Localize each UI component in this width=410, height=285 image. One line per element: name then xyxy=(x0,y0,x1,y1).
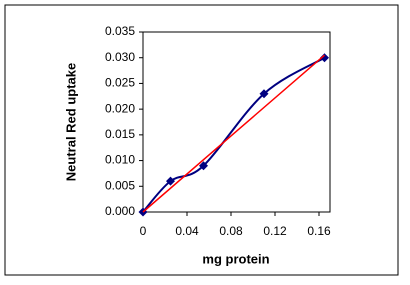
y-axis-title: Neutral Red uptake xyxy=(63,63,78,181)
y-tick-label: 0.035 xyxy=(105,24,135,38)
x-tick-label: 0.12 xyxy=(263,224,287,238)
y-tick-label: 0.000 xyxy=(105,204,135,218)
data-point xyxy=(166,176,175,186)
y-tick-label: 0.030 xyxy=(105,50,135,64)
y-tick-label: 0.015 xyxy=(105,127,135,141)
trendline xyxy=(142,54,325,213)
y-tick-label: 0.005 xyxy=(105,178,135,192)
x-axis-title: mg protein xyxy=(202,251,269,266)
data-point xyxy=(199,161,208,171)
y-tick-label: 0.025 xyxy=(105,76,135,90)
x-tick-label: 0.04 xyxy=(175,224,199,238)
x-tick-label: 0 xyxy=(140,224,147,238)
plot-area xyxy=(142,31,331,213)
data-point xyxy=(320,53,329,63)
x-tick-label: 0.16 xyxy=(307,224,331,238)
x-tick-label: 0.08 xyxy=(219,224,243,238)
y-tick-label: 0.020 xyxy=(105,101,135,115)
data-point xyxy=(259,89,269,99)
series-line xyxy=(142,56,326,213)
y-tick-label: 0.010 xyxy=(105,153,135,167)
